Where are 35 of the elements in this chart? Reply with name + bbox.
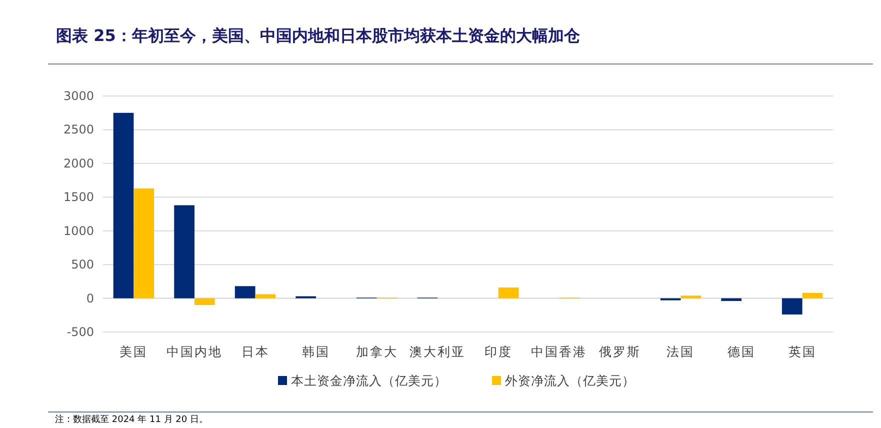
x-tick-label: 德国 bbox=[728, 344, 756, 359]
bar bbox=[194, 298, 215, 306]
text: 注：数据截至 2024 年 11 月 20 日。 bbox=[55, 414, 208, 425]
x-tick-label: 俄罗斯 bbox=[598, 344, 641, 359]
bar bbox=[234, 286, 256, 298]
bar bbox=[802, 292, 823, 298]
bar bbox=[782, 298, 802, 314]
chart-title: 图表 25：年初至今，美国、中国内地和日本股市均获本土资金的大幅加仓 bbox=[56, 26, 581, 45]
bar bbox=[113, 112, 134, 298]
y-tick-label: -500 bbox=[66, 325, 94, 339]
x-tick-label: 韩国 bbox=[302, 344, 330, 359]
bar bbox=[721, 298, 742, 301]
x-tick-label: 英国 bbox=[788, 344, 816, 359]
x-tick-label: 美国 bbox=[120, 344, 148, 359]
x-tick-label: 日本 bbox=[241, 344, 270, 359]
x-tick-label: 中国香港 bbox=[531, 344, 588, 359]
bar bbox=[498, 287, 519, 298]
y-tick-label: 3000 bbox=[63, 89, 94, 103]
y-tick-label: 500 bbox=[71, 258, 94, 272]
bar bbox=[174, 205, 194, 298]
bar bbox=[134, 188, 154, 298]
y-tick-label: 2000 bbox=[63, 156, 94, 170]
y-tick-label: 2500 bbox=[63, 122, 94, 137]
y-tick-label: 0 bbox=[86, 291, 94, 306]
x-tick-label: 法国 bbox=[666, 344, 695, 359]
x-tick-label: 加拿大 bbox=[356, 344, 398, 359]
bar bbox=[255, 294, 276, 298]
legend-label: 外资净流入（亿美元） bbox=[505, 373, 635, 388]
legend-label: 本土资金净流入（亿美元） bbox=[291, 373, 447, 388]
x-tick-label: 中国内地 bbox=[166, 344, 222, 359]
x-tick-label: 印度 bbox=[484, 344, 512, 359]
y-tick-label: 1500 bbox=[63, 190, 94, 204]
x-tick-label: 澳大利亚 bbox=[410, 344, 466, 359]
y-tick-label: 1000 bbox=[63, 224, 94, 238]
bar bbox=[680, 296, 702, 298]
